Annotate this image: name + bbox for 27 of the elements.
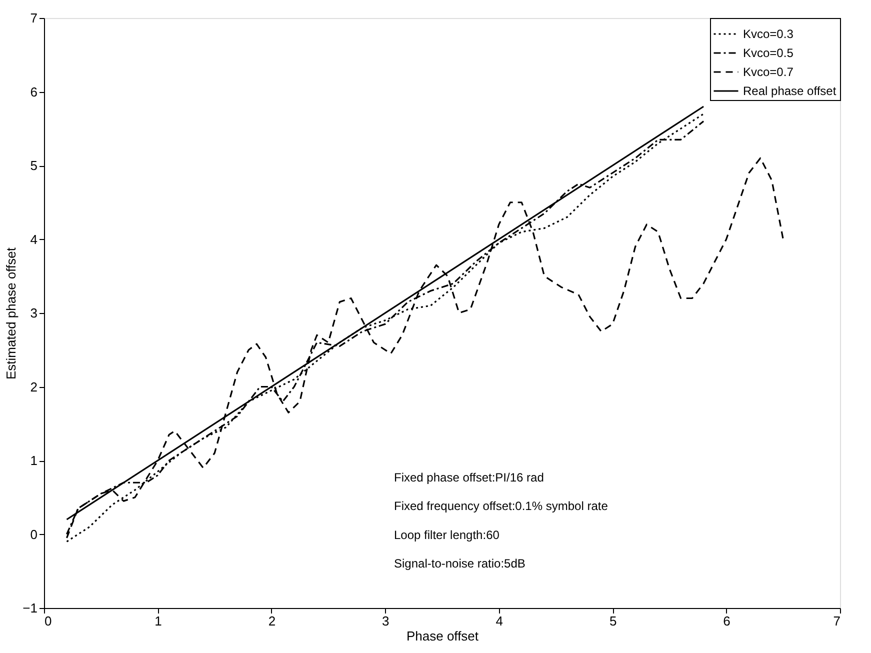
y-axis-title: Estimated phase offset [4, 247, 19, 380]
x-tick-label: 5 [609, 614, 617, 628]
y-tick-label: 6 [30, 84, 38, 100]
y-tick-label: 0 [30, 526, 38, 542]
y-tick-label: 4 [30, 232, 38, 247]
x-tick-label: 6 [723, 614, 730, 628]
legend-label: Kvco=0.5 [743, 46, 794, 60]
x-tick-label: 7 [833, 614, 840, 628]
annotation: Fixed frequency offset:0.1% symbol rate [394, 499, 608, 514]
annotation: Signal-to-noise ratio:5dB [394, 556, 526, 571]
y-tick-label: 3 [30, 306, 38, 320]
legend-label: Real phase offset [743, 84, 837, 98]
y-tick-label: −1 [22, 600, 38, 616]
y-tick-label: 1 [30, 453, 38, 468]
x-tick-label: 3 [382, 614, 390, 628]
y-tick-label: 5 [30, 158, 38, 173]
x-tick-label: 4 [496, 614, 503, 628]
x-tick-label: 1 [154, 614, 162, 628]
x-tick-label: 2 [268, 614, 276, 628]
annotation: Fixed phase offset:PI/16 rad [394, 470, 544, 484]
legend-label: Kvco=0.3 [743, 27, 794, 41]
annotation: Loop filter length:60 [394, 528, 500, 542]
x-tick-label: 0 [44, 614, 52, 628]
y-tick-label: 7 [30, 10, 38, 26]
x-axis-title: Phase offset [406, 628, 479, 644]
y-tick-label: 2 [30, 379, 38, 394]
legend-label: Kvco=0.7 [743, 65, 794, 79]
